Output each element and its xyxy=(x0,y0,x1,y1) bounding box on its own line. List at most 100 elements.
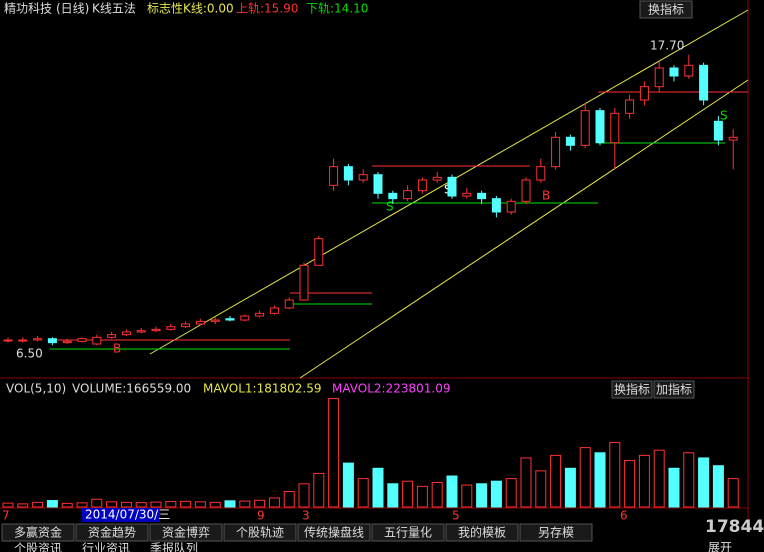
volume-bar xyxy=(91,498,103,508)
bottom-tab-label[interactable]: 行业资讯 xyxy=(82,542,130,552)
bottom-tab-label[interactable]: 个股资讯 xyxy=(14,542,62,552)
candle-body xyxy=(225,318,235,321)
tab[interactable] xyxy=(1,523,75,542)
candle-body xyxy=(728,136,738,141)
volume-bar xyxy=(461,484,473,508)
candle-body xyxy=(551,136,561,168)
tab-label[interactable]: 资金博弈 xyxy=(162,525,210,540)
candle-body xyxy=(625,99,635,114)
volume-bar xyxy=(431,481,443,508)
candle-body xyxy=(358,174,368,181)
volume-bar xyxy=(194,501,206,508)
vol-title: VOL(5,10) xyxy=(6,382,66,396)
candle-body xyxy=(47,338,57,344)
signal: 标志性K线:0.00 xyxy=(147,2,234,16)
tab-label[interactable]: 另存模 xyxy=(538,526,574,540)
signal-b: B xyxy=(542,189,550,203)
volume-bar xyxy=(61,502,73,508)
watermark: 178448.COM xyxy=(705,517,764,537)
volume-bar xyxy=(135,502,147,508)
volume-bar xyxy=(520,457,532,508)
signal-s: S xyxy=(720,109,728,123)
candle-body xyxy=(388,192,398,200)
candle-body xyxy=(77,338,87,342)
month: 5 xyxy=(452,509,460,523)
volume-bar xyxy=(328,398,340,508)
volume-bar xyxy=(594,452,606,508)
volume-bar xyxy=(505,478,517,508)
volume-bar xyxy=(76,502,88,508)
vol-button[interactable] xyxy=(611,380,653,399)
candle-body xyxy=(210,319,220,322)
volume-bar xyxy=(668,467,680,508)
month: 6 xyxy=(620,509,628,523)
candle-body xyxy=(181,323,191,328)
candle-body xyxy=(713,120,723,141)
volume-bar xyxy=(609,441,621,508)
high-label: 17.70 xyxy=(650,39,684,53)
volume-bar xyxy=(402,480,414,508)
volume-bar xyxy=(638,454,650,508)
tab-label[interactable]: 传统操盘线 xyxy=(304,525,364,540)
tab-label[interactable]: 五行量化 xyxy=(384,526,432,540)
candle-body xyxy=(240,315,250,321)
volume-bar xyxy=(564,467,576,508)
volume-bar xyxy=(106,501,118,508)
tab-label[interactable]: 个股轨迹 xyxy=(236,526,284,540)
vol-button-label[interactable]: 加指标 xyxy=(656,382,692,397)
volume-bar xyxy=(372,467,384,508)
candle-body xyxy=(536,166,546,181)
candle-body xyxy=(654,67,664,88)
candle-body xyxy=(343,166,353,181)
mavol1: MAVOL1:181802.59 xyxy=(203,382,322,396)
period: (日线) xyxy=(56,2,89,16)
candle-body xyxy=(136,330,146,333)
volume-bar xyxy=(224,500,236,508)
candle-body xyxy=(669,67,679,77)
candle-body xyxy=(166,326,176,330)
vol-button-label[interactable]: 换指标 xyxy=(614,382,650,397)
candle-body xyxy=(151,328,161,332)
candle-body xyxy=(580,110,590,146)
tab[interactable] xyxy=(75,523,149,542)
volume-bar xyxy=(239,500,251,508)
vol-text: VOLUME:166559.00 xyxy=(72,382,191,396)
candle-body xyxy=(373,174,383,194)
tab-label[interactable]: 我的模板 xyxy=(458,525,506,540)
volume-bar xyxy=(357,478,369,508)
volume-bar xyxy=(268,497,280,508)
candle-body xyxy=(107,334,117,338)
tab[interactable] xyxy=(371,523,445,542)
month: 3 xyxy=(302,509,310,523)
tab[interactable] xyxy=(297,523,371,542)
date-box xyxy=(82,508,160,522)
volume-bar xyxy=(387,483,399,508)
candle-body xyxy=(432,176,442,181)
tab-label[interactable]: 资金趋势 xyxy=(88,525,136,540)
candle-body xyxy=(684,64,694,77)
tab[interactable] xyxy=(149,523,223,542)
volume-bar xyxy=(120,501,132,508)
volume-bar xyxy=(490,480,502,508)
candle-body xyxy=(62,340,72,344)
candle-body xyxy=(506,200,516,213)
tab[interactable] xyxy=(519,523,593,542)
upper: 上轨:15.90 xyxy=(236,2,298,16)
candle-body xyxy=(121,331,131,336)
switch-label[interactable]: 换指标 xyxy=(648,2,684,17)
channel-lower xyxy=(299,79,749,379)
tab[interactable] xyxy=(445,523,519,542)
candle-body xyxy=(610,112,620,144)
candle-body xyxy=(92,336,102,345)
candle-body xyxy=(284,299,294,309)
volume-bar xyxy=(535,470,547,508)
tab-label[interactable]: 多赢资金 xyxy=(14,525,62,540)
bottom-tab-label[interactable]: 季报队列 xyxy=(150,541,198,552)
switch-button[interactable] xyxy=(639,0,693,19)
volume-bar xyxy=(17,503,29,508)
candle-body xyxy=(447,176,457,197)
expand[interactable]: 展开 xyxy=(708,541,732,552)
tab[interactable] xyxy=(223,523,297,542)
vol-button[interactable] xyxy=(653,380,695,399)
